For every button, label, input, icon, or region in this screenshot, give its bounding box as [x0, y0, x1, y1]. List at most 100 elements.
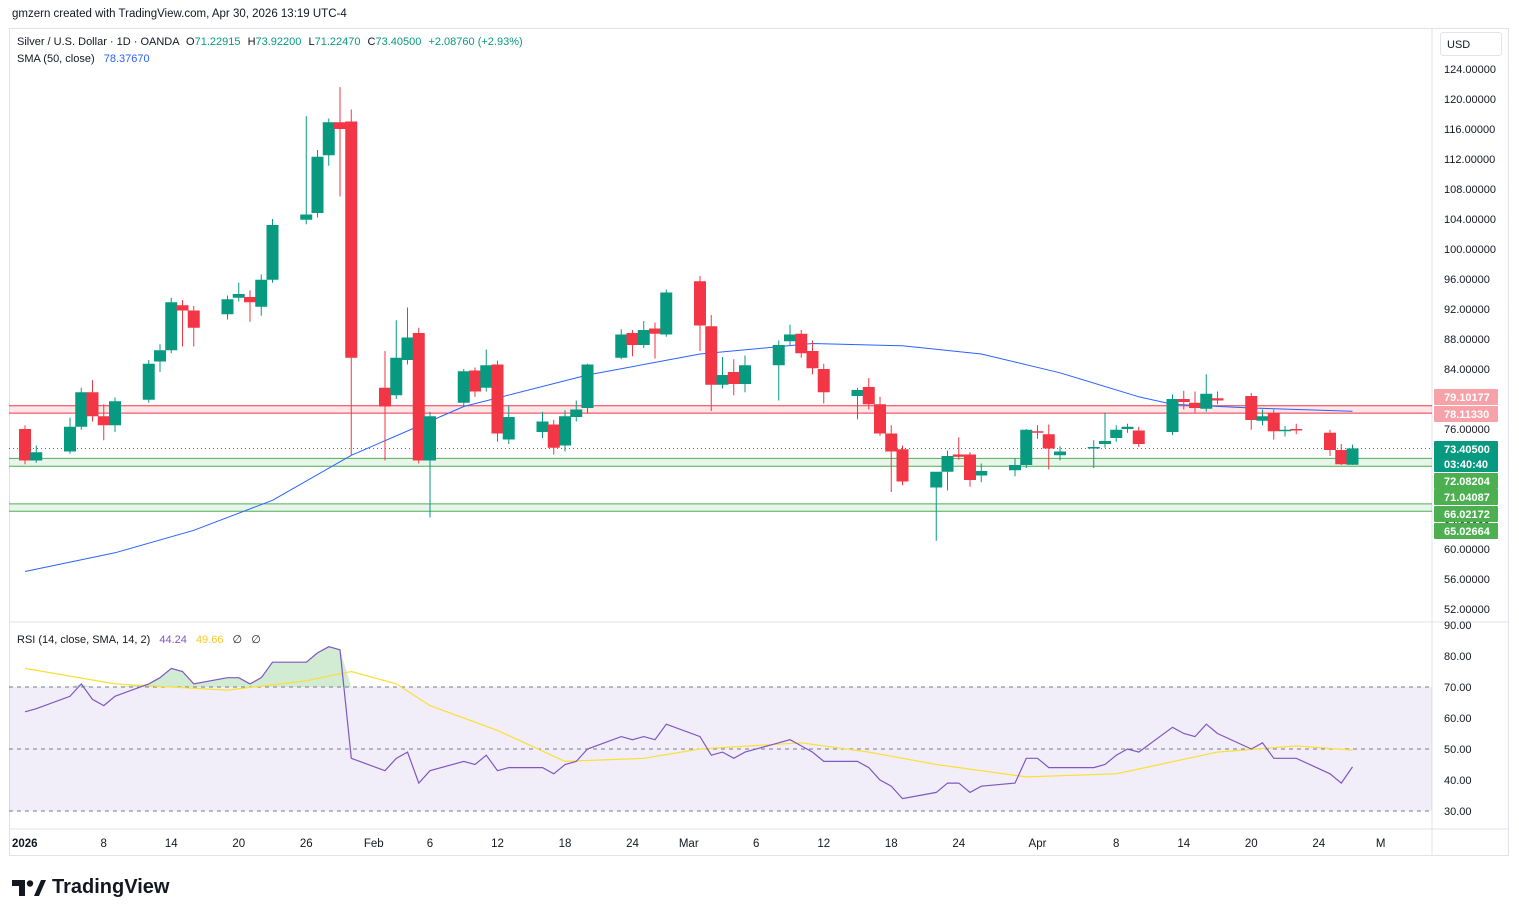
time-tick-label: 12 — [491, 838, 504, 850]
price-tick-label: 96.00000 — [1444, 274, 1490, 286]
support-1-bottom-label-bg — [1434, 489, 1498, 505]
candle-down — [1290, 429, 1303, 431]
candle-up — [1256, 416, 1269, 421]
candle-up — [1110, 429, 1123, 438]
support-2-top-label-bg — [1434, 506, 1498, 522]
candle-up — [1087, 447, 1100, 449]
candle-down — [345, 121, 358, 358]
candle-down — [1211, 398, 1224, 401]
candle-down — [547, 424, 560, 448]
time-tick-label: Apr — [1029, 838, 1047, 850]
rsi-tick-label: 90.00 — [1444, 620, 1472, 632]
candle-down — [626, 333, 639, 345]
sma-value: 78.37670 — [103, 53, 150, 65]
price-tick-label: 52.00000 — [1444, 604, 1490, 616]
candle-up — [502, 417, 515, 440]
candle-up — [1020, 429, 1033, 465]
candle-up — [311, 156, 324, 213]
price-tick-label: 60.00000 — [1444, 544, 1490, 556]
candle-down — [964, 454, 976, 480]
candle-down — [244, 297, 256, 303]
candle-down — [862, 387, 875, 405]
candle-up — [109, 401, 121, 426]
tradingview-logo-icon — [12, 879, 46, 896]
price-tick-label: 104.00000 — [1444, 214, 1496, 226]
candle-up — [660, 292, 673, 335]
rsi-overbought-fill — [317, 646, 329, 687]
candle-up — [480, 365, 493, 388]
candle-up — [424, 416, 436, 461]
price-tick-label: 112.00000 — [1444, 154, 1495, 166]
candle-down — [491, 364, 504, 434]
candle-down — [97, 416, 110, 426]
price-tick-label: 84.00000 — [1444, 364, 1490, 376]
support-1-top-label-bg — [1434, 473, 1498, 489]
rsi-overbought-fill — [171, 668, 183, 687]
candle-down — [469, 370, 481, 392]
candle-up — [851, 390, 864, 396]
candle-down — [817, 369, 830, 393]
time-tick-label: Mar — [679, 838, 699, 850]
rsi-sma-value: 49.66 — [195, 634, 224, 646]
low-label: L — [308, 36, 315, 48]
rsi-overbought-fill — [148, 677, 160, 687]
candle-up — [75, 392, 88, 427]
sma-label[interactable]: SMA (50, close) — [17, 53, 95, 65]
candle-up — [142, 363, 155, 400]
resistance-top-label-bg — [1434, 389, 1498, 405]
rsi-overbought-fill — [238, 677, 250, 687]
candle-down — [1245, 396, 1258, 420]
candle-down — [896, 449, 909, 482]
candle-up — [221, 299, 234, 315]
candle-up — [784, 334, 796, 342]
price-tick-label: 88.00000 — [1444, 334, 1490, 346]
candle-up — [1009, 465, 1021, 471]
candle-down — [727, 372, 740, 384]
candle-up — [772, 345, 785, 366]
candle-down — [952, 454, 965, 457]
candle-down — [1324, 432, 1336, 450]
rsi-overbought-fill — [160, 668, 172, 687]
low-value: 71.22470 — [314, 36, 361, 48]
candle-down — [1189, 402, 1201, 408]
candle-down — [1267, 413, 1280, 432]
candle-down — [379, 387, 391, 407]
candle-up — [1346, 448, 1359, 465]
candle-up — [1279, 429, 1291, 432]
high-value: 73.92200 — [255, 36, 302, 48]
countdown-label-bg — [1434, 456, 1498, 472]
rsi-legend: RSI (14, close, SMA, 14, 2) 44.24 49.66 … — [17, 633, 261, 646]
rsi-label[interactable]: RSI (14, close, SMA, 14, 2) — [17, 634, 151, 646]
rsi-overbought-fill — [227, 677, 239, 687]
rsi-overbought-fill — [328, 646, 340, 687]
candle-up — [1166, 399, 1179, 432]
sma-50-line — [24, 342, 1353, 572]
price-legend: Silver / U.S. Dollar · 1D · OANDA O71.22… — [17, 36, 523, 48]
candle-up — [615, 334, 628, 358]
rsi-extra-2: ∅ — [251, 634, 261, 646]
time-tick-label: 26 — [300, 838, 313, 850]
rsi-overbought-fill — [115, 683, 149, 687]
candle-down — [694, 281, 706, 326]
candle-up — [322, 122, 335, 156]
currency-selector[interactable]: USD — [1440, 32, 1502, 56]
candle-up — [941, 456, 954, 472]
candle-up — [1121, 426, 1134, 429]
candle-up — [739, 365, 751, 384]
close-label: C — [367, 36, 376, 48]
candle-up — [154, 350, 166, 362]
price-tick-label: 120.00000 — [1444, 94, 1496, 106]
support-2-top-label: 66.02172 — [1444, 509, 1490, 521]
candle-down — [187, 310, 200, 328]
tradingview-logo[interactable]: TradingView — [12, 876, 169, 899]
candle-up — [570, 409, 583, 417]
time-tick-label: 18 — [885, 838, 898, 850]
rsi-overbought-fill — [250, 677, 262, 687]
candle-up — [30, 452, 43, 461]
price-tick-label: 92.00000 — [1444, 304, 1490, 316]
symbol-label[interactable]: Silver / U.S. Dollar · 1D · OANDA — [17, 36, 179, 48]
last-price-label: 73.40500 — [1444, 444, 1490, 456]
rsi-value: 44.24 — [159, 634, 187, 646]
price-tick-label: 124.00000 — [1444, 64, 1496, 76]
